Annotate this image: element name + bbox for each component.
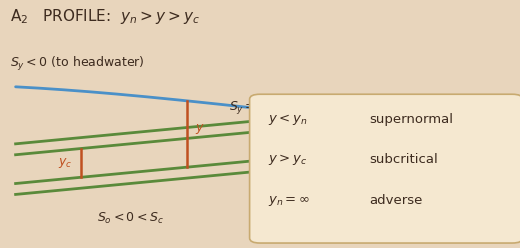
Text: $y < y_n$: $y < y_n$	[268, 112, 307, 126]
Text: $S_y < 0$ (to headwater): $S_y < 0$ (to headwater)	[10, 55, 145, 73]
Text: $S_y= -\infty$ (to abrupt slope break): $S_y= -\infty$ (to abrupt slope break)	[229, 99, 433, 117]
Text: $y$: $y$	[195, 122, 205, 136]
Text: subcritical: subcritical	[369, 154, 438, 166]
Text: $y_n = \infty$: $y_n = \infty$	[268, 194, 310, 208]
Text: A$_2$   PROFILE:  $y_n > y > y_c$: A$_2$ PROFILE: $y_n > y > y_c$	[10, 7, 200, 27]
Text: $y_c$: $y_c$	[58, 156, 73, 170]
Text: $y > y_c$: $y > y_c$	[268, 153, 307, 167]
FancyBboxPatch shape	[250, 94, 520, 243]
Polygon shape	[264, 104, 277, 115]
Text: supernormal: supernormal	[369, 113, 453, 125]
Text: $S_o < 0 < S_c$: $S_o < 0 < S_c$	[97, 211, 163, 226]
Text: adverse: adverse	[369, 194, 423, 207]
